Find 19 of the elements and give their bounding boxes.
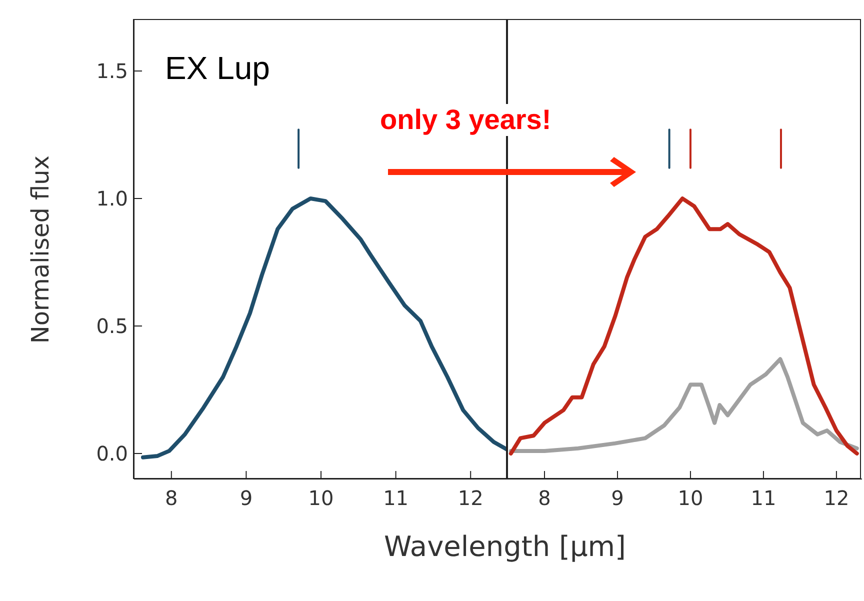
annotation: EX Lup: [165, 50, 270, 87]
x-tick-label: 8: [165, 486, 178, 510]
x-tick-label: 10: [308, 486, 334, 510]
y-axis-title: Normalised flux: [26, 155, 55, 344]
y-tick-label: 0.5: [96, 314, 128, 338]
x-tick-label: 9: [611, 486, 624, 510]
x-tick-label: 8: [538, 486, 551, 510]
x-tick-label: 11: [383, 486, 409, 510]
x-tick-label: 10: [678, 486, 704, 510]
x-tick-label: 9: [240, 486, 253, 510]
x-tick-label: 12: [458, 486, 484, 510]
x-tick-label: 12: [824, 486, 850, 510]
line-series: [140, 196, 508, 460]
annotation: only 3 years!: [380, 104, 552, 136]
x-tick-label: 11: [750, 486, 776, 510]
y-tick-label: 0.0: [96, 442, 128, 466]
y-tick-label: 1.0: [96, 186, 128, 211]
x-axis-title: Wavelength [μm]: [383, 530, 627, 563]
y-tick-label: 1.5: [96, 59, 128, 84]
